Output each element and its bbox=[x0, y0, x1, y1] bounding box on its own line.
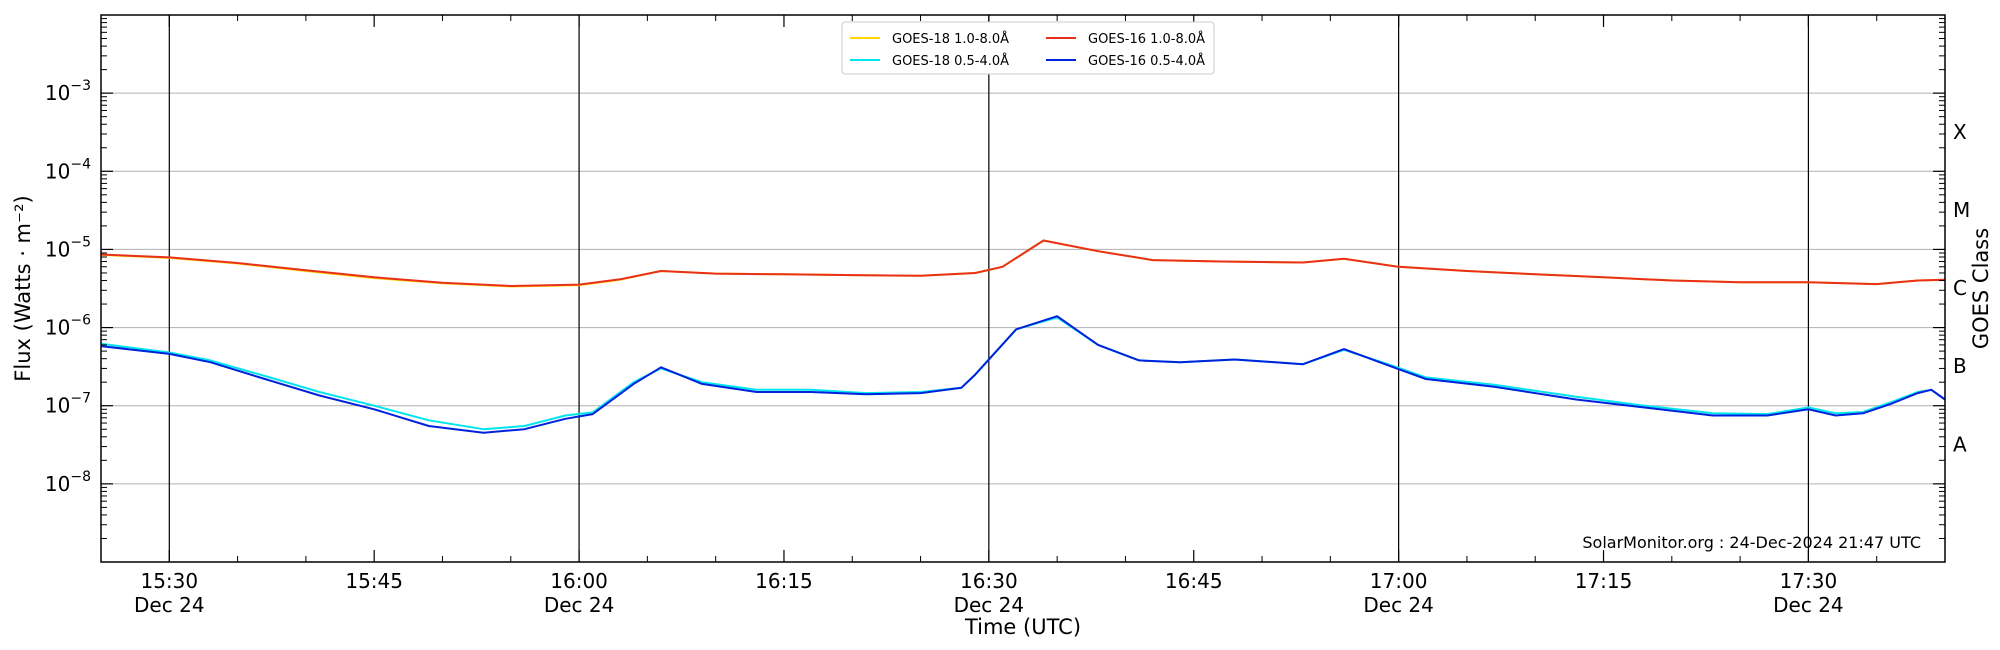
x-tick-date-label: Dec 24 bbox=[1773, 593, 1844, 617]
legend-label: GOES-16 1.0-8.0Å bbox=[1088, 31, 1205, 47]
goes-class-label: M bbox=[1953, 198, 1970, 222]
plot-frame bbox=[100, 14, 1946, 563]
x-tick-label: 16:00 bbox=[550, 569, 608, 593]
y-axis-ticks: 10−8 10−7 10−6 10−5 10−4 10−3 bbox=[45, 18, 1945, 539]
y-tick-label: 10−3 bbox=[45, 78, 91, 105]
legend-label: GOES-16 0.5-4.0Å bbox=[1088, 53, 1205, 69]
legend-label: GOES-18 0.5-4.0Å bbox=[892, 53, 1009, 69]
series-line bbox=[100, 316, 1946, 431]
y-tick-label: 10−4 bbox=[45, 156, 91, 183]
x-tick-date-label: Dec 24 bbox=[544, 593, 615, 617]
legend-box bbox=[841, 21, 1215, 75]
legend-label: GOES-18 1.0-8.0Å bbox=[892, 31, 1009, 47]
grid-layer bbox=[101, 92, 1945, 485]
y-axis-title: Flux (Watts · m⁻²) bbox=[11, 195, 35, 381]
y-tick-label: 10−7 bbox=[45, 391, 91, 418]
y-axis-right-title: GOES Class bbox=[1969, 228, 1993, 349]
x-tick-label: 16:30 bbox=[960, 569, 1018, 593]
y-tick-label: 10−5 bbox=[45, 234, 91, 261]
goes-class-label: A bbox=[1953, 432, 1967, 456]
legend: GOES-18 1.0-8.0Å GOES-18 0.5-4.0Å GOES-16 … bbox=[841, 21, 1215, 75]
x-tick-date-label: Dec 24 bbox=[954, 593, 1025, 617]
x-tick-label: 17:00 bbox=[1370, 569, 1428, 593]
series-line bbox=[100, 239, 1946, 287]
x-tick-label: 17:15 bbox=[1575, 569, 1633, 593]
goes-class-label: B bbox=[1953, 354, 1967, 378]
series-layer bbox=[100, 239, 1946, 434]
x-tick-label: 16:15 bbox=[755, 569, 813, 593]
x-tick-label: 17:30 bbox=[1780, 569, 1838, 593]
y-tick-label: 10−6 bbox=[45, 313, 91, 340]
goes-class-label: X bbox=[1953, 120, 1967, 144]
day-lines bbox=[168, 15, 1810, 562]
x-tick-label: 15:30 bbox=[140, 569, 198, 593]
series-line bbox=[100, 315, 1946, 434]
x-axis-title: Time (UTC) bbox=[964, 615, 1081, 639]
x-tick-date-label: Dec 24 bbox=[1363, 593, 1434, 617]
credit-annotation: SolarMonitor.org : 24-Dec-2024 21:47 UTC bbox=[1582, 533, 1921, 552]
y-tick-label: 10−8 bbox=[45, 469, 91, 496]
x-tick-date-label: Dec 24 bbox=[134, 593, 205, 617]
x-tick-label: 15:45 bbox=[345, 569, 403, 593]
goes-class-labels: A B C M X bbox=[1953, 120, 1970, 457]
goes-class-label: C bbox=[1953, 276, 1967, 300]
x-tick-label: 16:45 bbox=[1165, 569, 1223, 593]
